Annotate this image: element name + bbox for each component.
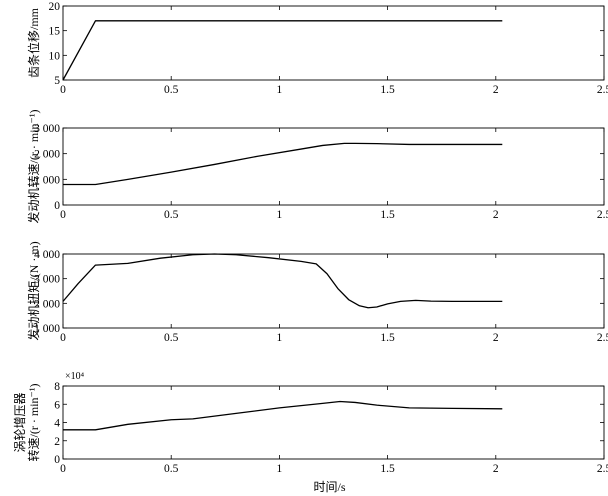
y-tick-label: 0 (54, 454, 60, 466)
x-axis-label: 时间/s (313, 480, 345, 494)
x-tick-label: 1 (277, 209, 283, 221)
x-tick-label: 1 (277, 463, 283, 475)
x-tick-label: 0.5 (164, 84, 179, 96)
x-tick-label: 0 (60, 463, 66, 475)
x-tick-label: 2.5 (597, 209, 608, 221)
y-tick-label: 1 000 (34, 323, 60, 335)
x-tick-label: 2.5 (597, 332, 608, 344)
x-tick-label: 2 (493, 84, 499, 96)
x-tick-label: 1.5 (380, 332, 395, 344)
y-tick-label: 0 (54, 200, 60, 212)
subplot-4: 0 0.5 1 1.5 2 2.5 0 2 4 6 8 涡轮增压器转速/(r · min⁻¹) ×10⁴ (13, 371, 608, 475)
x-tick-label: 0.5 (164, 332, 179, 344)
plot-frame (62, 5, 605, 81)
x-tick-label: 2 (493, 332, 499, 344)
panels: 00.511.522.55101520齿条位移/mm00.511.522.501… (13, 1, 608, 475)
plot-frame (62, 127, 605, 206)
y-tick-label: 10 (49, 50, 61, 62)
y-tick-label: 2 000 (34, 149, 60, 161)
x-tick-label: 0 (60, 332, 66, 344)
x-tick-label: 2 (493, 463, 499, 475)
x-tick-label: 0.5 (164, 463, 179, 475)
x-tick-label: 0 (60, 209, 66, 221)
y-tick-label: 3 000 (34, 123, 60, 135)
y-scale-note: ×10⁴ (65, 371, 85, 382)
series-line-1 (63, 400, 503, 431)
y-tick-label: 1 000 (34, 174, 60, 186)
y-axis-label: 发动机扭矩/(N · m) (26, 241, 41, 340)
y-tick-label: 2 (54, 436, 60, 448)
x-tick-label: 1.5 (380, 463, 395, 475)
y-tick-label: 20 (49, 1, 61, 13)
x-tick-label: 1 (277, 84, 283, 96)
y-tick-label: 3 000 (34, 274, 60, 286)
series-line-1 (63, 142, 503, 186)
x-tick-label: 0.5 (164, 209, 179, 221)
plot-frame (62, 253, 605, 329)
y-tick-label: 6 (54, 399, 60, 411)
x-tick-label: 1 (277, 332, 283, 344)
y-tick-label: 4 000 (34, 249, 60, 261)
y-tick-label: 15 (49, 26, 61, 38)
y-tick-label: 8 (54, 381, 60, 393)
x-tick-label: 1.5 (380, 84, 395, 96)
y-axis-label: 发动机转速/(r · min⁻¹) (26, 110, 41, 224)
y-tick-label: 4 (54, 418, 60, 430)
x-tick-label: 2.5 (597, 463, 608, 475)
y-tick-label: 2 000 (34, 298, 60, 310)
x-tick-label: 1.5 (380, 209, 395, 221)
x-tick-label: 0 (60, 84, 66, 96)
x-tick-label: 2.5 (597, 84, 608, 96)
y-axis-label: 涡轮增压器转速/(r · min⁻¹) (13, 384, 41, 462)
x-tick-label: 2 (493, 209, 499, 221)
subplot-1: 0 0.5 1 1.5 2 2.5 5 10 15 20 齿条位移/mm (26, 1, 608, 96)
series-line-1 (62, 20, 503, 81)
y-tick-label: 5 (54, 75, 60, 87)
y-axis-label: 齿条位移/mm (26, 7, 41, 78)
series-line-1 (62, 253, 503, 309)
subplot-3: 0 0.5 1 1.5 2 2.5 1 000 2 000 3 000 4 000发动机扭矩/(N… (26, 241, 608, 344)
